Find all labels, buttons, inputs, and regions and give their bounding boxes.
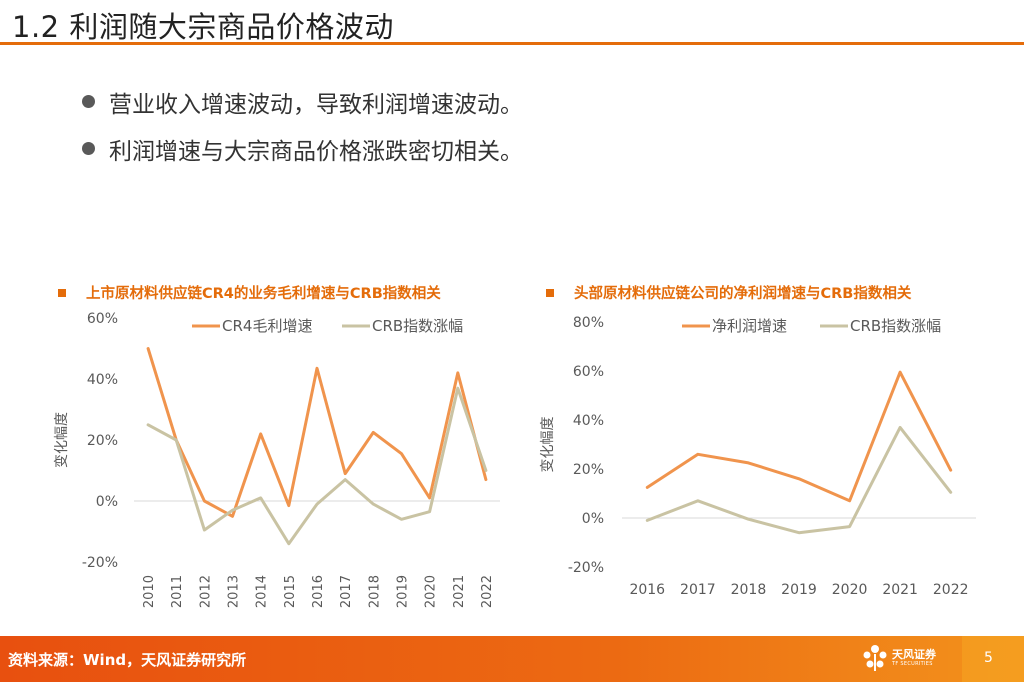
chart-1-title: 上市原材料供应链CR4的业务毛利增速与CRB指数相关 — [58, 282, 441, 303]
y-tick-label: 40% — [573, 413, 604, 429]
page-number: 5 — [984, 650, 993, 666]
bullet-dot-icon — [82, 95, 95, 108]
series-line-1 — [146, 347, 488, 518]
y-axis-title: 变化幅度 — [54, 412, 70, 468]
y-tick-label: 20% — [573, 462, 604, 478]
y-tick-label: 80% — [573, 315, 604, 331]
x-tick-label: 2020 — [424, 575, 439, 608]
y-tick-label: 60% — [573, 364, 604, 380]
x-tick-label: 2016 — [311, 575, 326, 608]
title-divider — [0, 42, 1024, 45]
y-tick-label: -20% — [82, 555, 118, 571]
x-tick-label: 2017 — [680, 582, 716, 598]
company-logo: 天风证券 TF SECURITIES — [862, 644, 936, 672]
x-tick-label: 2015 — [283, 575, 298, 608]
logo-text-cn: 天风证券 — [892, 648, 936, 661]
chart-2: 80% 60% 40% 20% 0% -20% 变化幅度 2016 2017 2018 2019 20… — [540, 315, 976, 598]
x-tick-label: 2022 — [933, 582, 969, 598]
x-tick-label: 2021 — [882, 582, 918, 598]
x-tick-label: 2013 — [227, 575, 242, 608]
y-axis-title: 变化幅度 — [540, 417, 556, 473]
series-line-1 — [645, 370, 953, 503]
page-title: 1.2 利润随大宗商品价格波动 — [12, 10, 394, 44]
x-tick-label: 2012 — [198, 575, 213, 608]
x-tick-label: 2017 — [339, 575, 354, 608]
y-tick-label: 60% — [87, 311, 118, 327]
legend-label: CR4毛利增速 — [222, 317, 312, 335]
series-line-2 — [146, 386, 488, 546]
y-tick-label: 20% — [87, 433, 118, 449]
y-tick-label: 0% — [582, 511, 604, 527]
chart-2-title: 头部原材料供应链公司的净利润增速与CRB指数相关 — [546, 282, 911, 303]
y-tick-label: -20% — [568, 560, 604, 576]
chart-1-title-text: 上市原材料供应链CR4的业务毛利增速与CRB指数相关 — [86, 286, 441, 302]
y-tick-label: 40% — [87, 372, 118, 388]
series-line-2 — [645, 425, 953, 535]
x-tick-label: 2018 — [731, 582, 767, 598]
legend-label: CRB指数涨幅 — [850, 317, 941, 335]
flower-logo-icon — [863, 645, 887, 671]
bullet-item: 利润增速与大宗商品价格涨跌密切相关。 — [82, 125, 523, 172]
bullet-dot-icon — [82, 142, 95, 155]
x-tick-label: 2019 — [395, 575, 410, 608]
bullet-text: 营业收入增速波动，导致利润增速波动。 — [109, 91, 523, 118]
x-tick-label: 2022 — [480, 575, 495, 608]
x-tick-label: 2016 — [629, 582, 665, 598]
source-note: 资料来源：Wind，天风证券研究所 — [8, 651, 247, 669]
square-bullet-icon — [546, 288, 554, 297]
page-number-box — [962, 636, 1024, 682]
legend-label: CRB指数涨幅 — [372, 317, 463, 335]
x-tick-label: 2019 — [781, 582, 817, 598]
legend-label: 净利润增速 — [712, 317, 787, 335]
x-tick-label: 2021 — [452, 575, 467, 608]
x-tick-label: 2010 — [142, 575, 157, 608]
x-tick-label: 2011 — [170, 575, 185, 608]
x-tick-label: 2020 — [832, 582, 868, 598]
x-tick-label: 2014 — [255, 575, 270, 608]
bullet-list: 营业收入增速波动，导致利润增速波动。 利润增速与大宗商品价格涨跌密切相关。 — [82, 78, 523, 172]
square-bullet-icon — [58, 288, 66, 297]
bullet-item: 营业收入增速波动，导致利润增速波动。 — [82, 78, 523, 125]
footer-bar: 资料来源：Wind，天风证券研究所 天风证券 TF SECURITIES 5 — [0, 636, 1024, 682]
y-tick-label: 0% — [96, 494, 118, 510]
logo-text-en: TF SECURITIES — [892, 661, 933, 667]
chart-1: 60% 40% 20% 0% -20% 变化幅度 2010 2011 2012 2013 2014 2… — [54, 311, 500, 608]
x-tick-label: 2018 — [367, 575, 382, 608]
chart-2-title-text: 头部原材料供应链公司的净利润增速与CRB指数相关 — [574, 286, 912, 302]
bullet-text: 利润增速与大宗商品价格涨跌密切相关。 — [109, 138, 523, 165]
